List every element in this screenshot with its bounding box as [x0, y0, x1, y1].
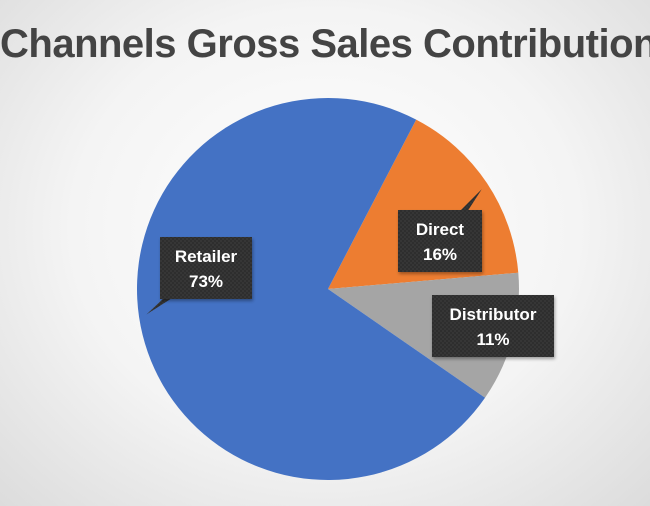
callout-box: [398, 210, 482, 272]
pie-slice-retailer: [136, 98, 486, 481]
slice-category-label: Distributor: [450, 305, 537, 324]
callout-retailer: Retailer 73%: [146, 237, 252, 315]
slice-value-label: 16%: [423, 245, 457, 264]
chart-title: Channels Gross Sales Contribution: [0, 22, 650, 66]
slice-value-label: 11%: [476, 330, 509, 349]
callout-distributor: Distributor 11%: [432, 295, 554, 357]
callout-box: [160, 237, 252, 299]
slice-category-label: Retailer: [175, 247, 238, 266]
callout-direct: Direct 16%: [398, 189, 482, 272]
pie-callouts: Direct 16% Distributor 11% Retailer 73%: [146, 189, 554, 357]
slice-category-label: Direct: [416, 220, 465, 239]
slice-value-label: 73%: [189, 272, 223, 291]
callout-box: [432, 295, 554, 357]
